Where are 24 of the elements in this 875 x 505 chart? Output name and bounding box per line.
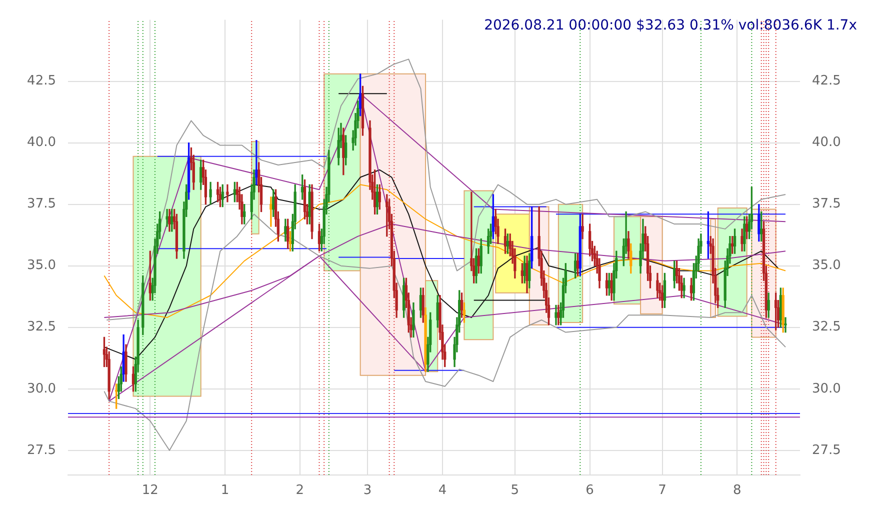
x-tick-label: 8 xyxy=(733,483,742,498)
y-tick-label: 37.5 xyxy=(27,196,56,212)
y-tick-label: 27.5 xyxy=(27,442,56,458)
y2-tick-label: 40.0 xyxy=(812,135,841,150)
x-tick-label: 5 xyxy=(510,483,520,498)
x-tick-label: 4 xyxy=(438,483,447,498)
y-tick-label: 32.5 xyxy=(27,320,56,335)
y2-tick-label: 37.5 xyxy=(812,196,841,212)
y2-tick-label: 30.0 xyxy=(812,381,841,396)
x-tick-label: 1 xyxy=(220,483,230,498)
y-tick-label: 42.5 xyxy=(27,74,56,89)
x-tick-label: 12 xyxy=(142,483,158,498)
x-tick-label: 6 xyxy=(586,483,594,498)
y2-tick-label: 32.5 xyxy=(812,320,841,335)
y2-tick-label: 35.0 xyxy=(812,258,841,274)
chart-title: 2026.08.21 00:00:00 $32.63 0.31% vol:8036.6K 1.7x xyxy=(484,18,857,34)
y-tick-label: 40.0 xyxy=(27,135,56,150)
y-tick-label: 35.0 xyxy=(27,258,56,274)
x-tick-label: 7 xyxy=(658,483,666,498)
x-tick-label: 2 xyxy=(296,483,304,498)
y-tick-label: 30.0 xyxy=(27,381,56,396)
y2-tick-label: 27.5 xyxy=(812,442,841,458)
x-tick-label: 3 xyxy=(363,483,372,498)
y2-tick-label: 42.5 xyxy=(812,74,841,89)
